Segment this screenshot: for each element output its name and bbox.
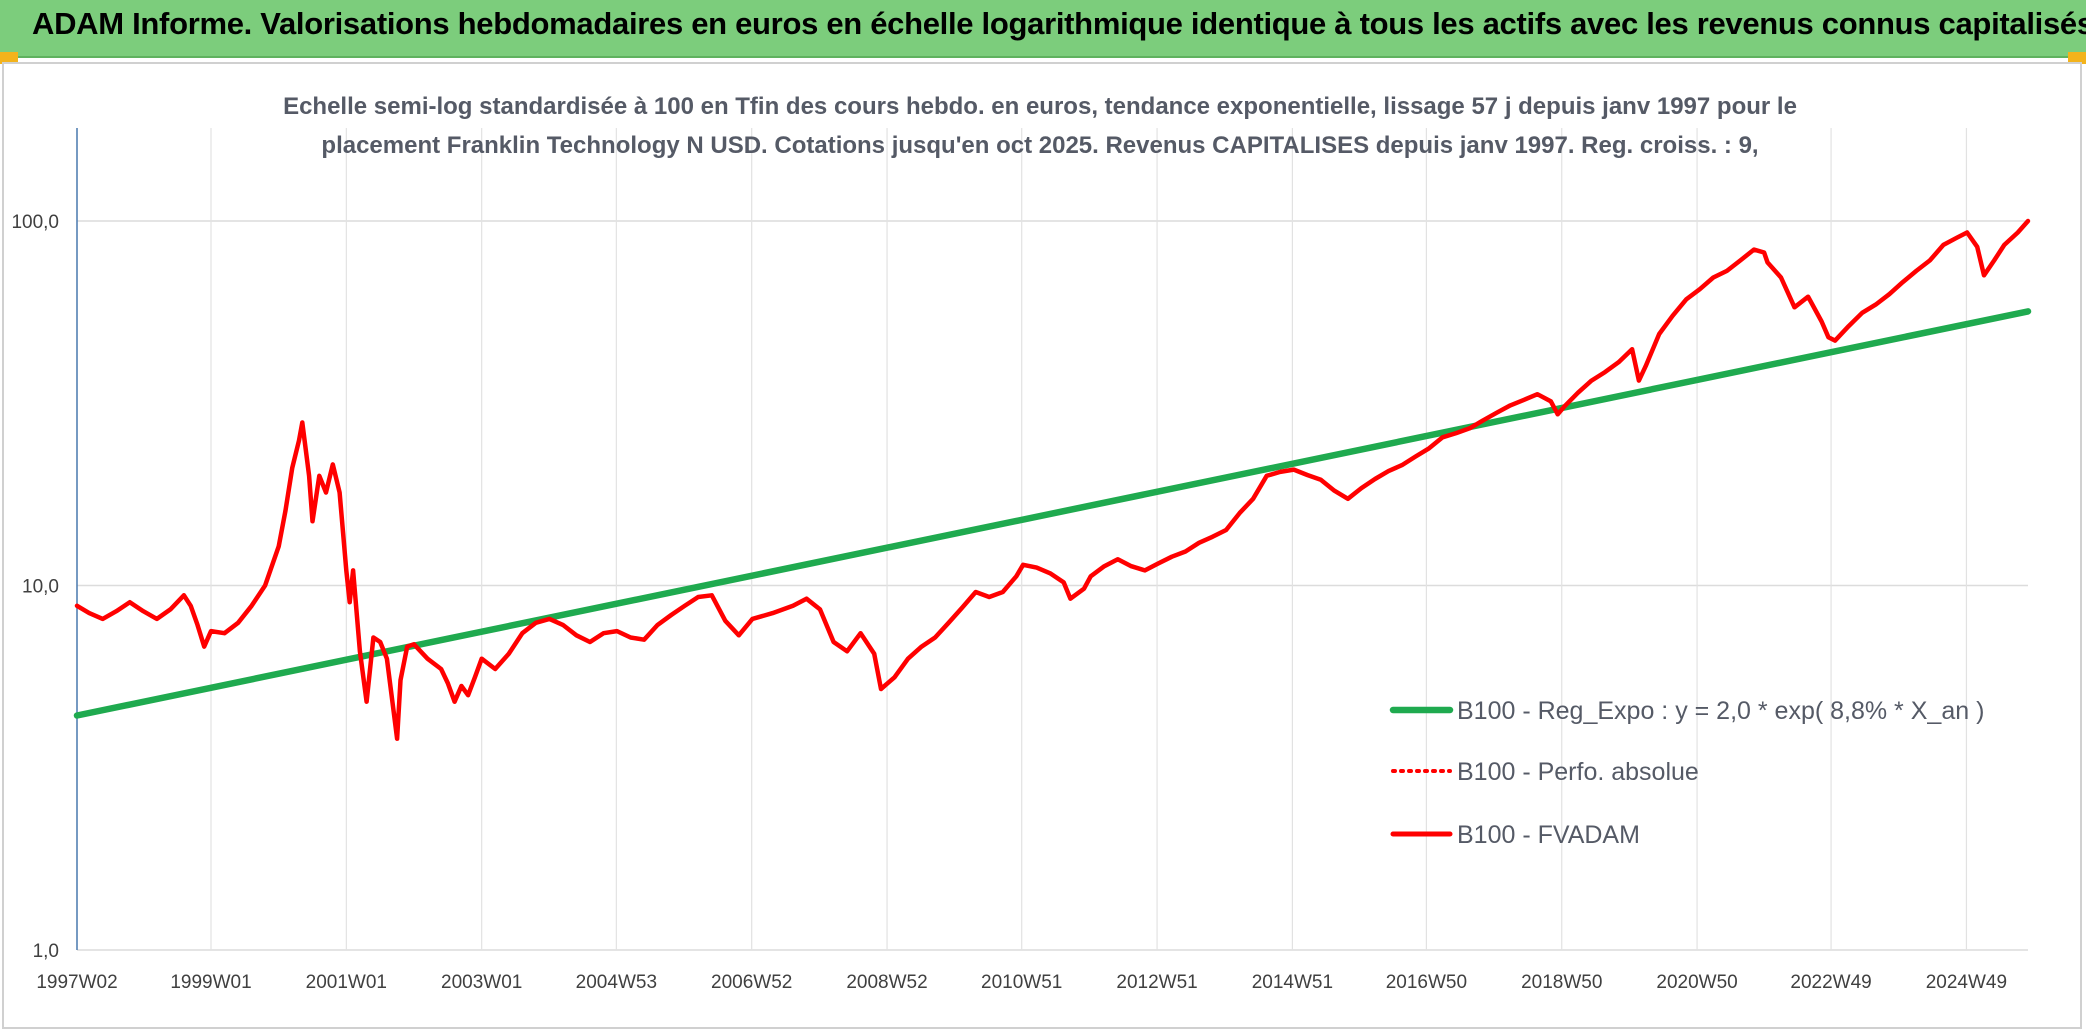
legend-label-2: B100 - FVADAM: [1457, 821, 1640, 849]
corner-accent-right: [2068, 52, 2086, 64]
report-title: ADAM Informe. Valorisations hebdomadaire…: [32, 6, 2086, 41]
chart-title-line: Echelle semi-log standardisée à 100 en T…: [283, 93, 1797, 120]
x-tick-label: 1997W02: [36, 972, 117, 993]
series-line-0: [73, 308, 2032, 719]
x-tick-label: 2012W51: [1116, 972, 1197, 993]
y-tick-label: 100,0: [11, 212, 59, 233]
x-tick-label: 2016W50: [1386, 972, 1467, 993]
legend-label-1: B100 - Perfo. absolue: [1457, 758, 1699, 786]
corner-accent-left: [0, 52, 18, 64]
x-tick-label: 2024W49: [1926, 972, 2007, 993]
x-tick-label: 2014W51: [1252, 972, 1333, 993]
x-tick-label: 2008W52: [846, 972, 927, 993]
report-banner: ADAM Informe. Valorisations hebdomadaire…: [0, 0, 2086, 58]
y-gridlines: [77, 220, 2028, 951]
x-tick-label: 2022W49: [1790, 972, 1871, 993]
series-layer: [73, 218, 2032, 741]
chart-title-line: placement Franklin Technology N USD. Cot…: [321, 132, 1758, 159]
chart-title: Echelle semi-log standardisée à 100 en T…: [283, 93, 1797, 159]
x-tick-label: 2001W01: [306, 972, 387, 993]
x-tick-labels: 1997W02 1999W01 2001W01 2003W01 2004W53 2006W…: [36, 972, 2007, 993]
y-tick-label: 10,0: [22, 577, 59, 598]
x-tick-label: 2006W52: [711, 972, 792, 993]
x-tick-label: 1999W01: [170, 972, 251, 993]
chart-frame: [2, 62, 2082, 1029]
x-tick-label: 2018W50: [1521, 972, 1602, 993]
x-gridlines: [76, 128, 1968, 950]
x-tick-label: 2003W01: [441, 972, 522, 993]
series-line-2: [74, 218, 2031, 741]
x-tick-label: 2004W53: [576, 972, 657, 993]
legend-label-0: B100 - Reg_Expo : y = 2,0 * exp( 8,8% * …: [1457, 697, 1984, 725]
y-tick-label: 1,0: [33, 941, 59, 962]
x-tick-label: 2020W50: [1656, 972, 1737, 993]
y-tick-labels: 1,0 10,0 100,0: [11, 212, 59, 962]
x-tick-label: 2010W51: [981, 972, 1062, 993]
legend: B100 - Reg_Expo : y = 2,0 * exp( 8,8% * …: [1389, 697, 1984, 849]
